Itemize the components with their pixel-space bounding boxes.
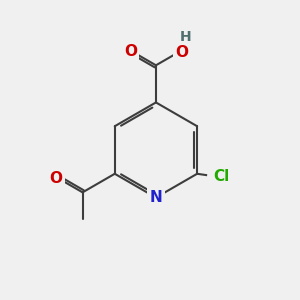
Text: O: O <box>175 45 188 60</box>
Text: Cl: Cl <box>214 169 230 184</box>
Text: N: N <box>150 190 162 205</box>
Text: O: O <box>50 171 63 186</box>
Text: H: H <box>180 30 192 44</box>
Text: O: O <box>124 44 137 59</box>
